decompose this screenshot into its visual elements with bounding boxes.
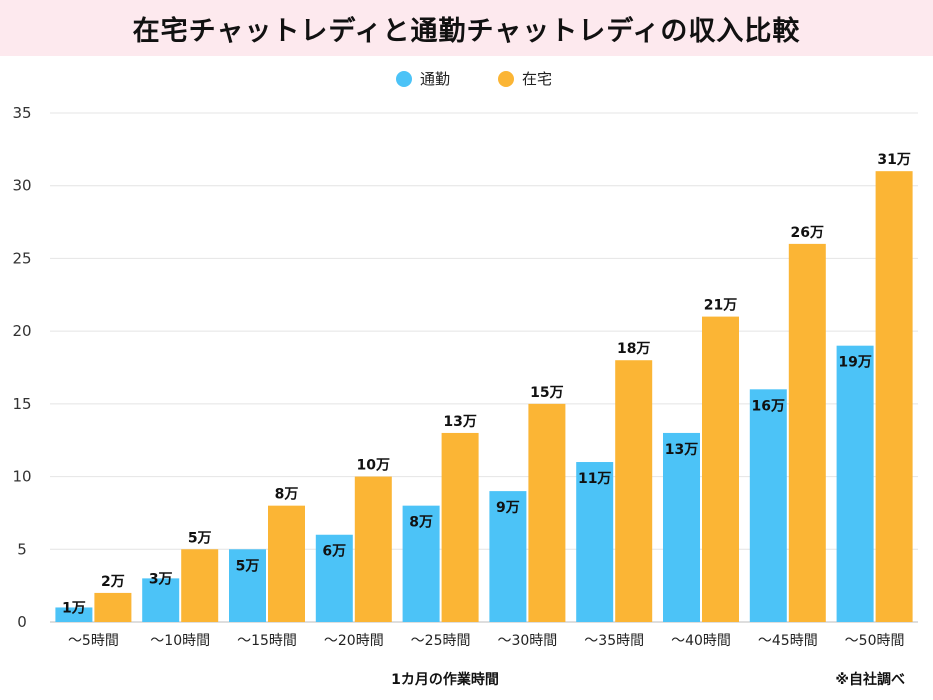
x-axis-title: 1カ月の作業時間: [391, 671, 499, 688]
x-tick-label: ～10時間: [150, 633, 210, 649]
y-tick-label: 10: [12, 468, 31, 486]
bar-home: [441, 432, 479, 622]
data-labels: 1万 2万 3万 5万 5万 8万 6万 10万 8万 13万 9万 15万 11万 18万 13万 21万 1…: [62, 152, 911, 616]
y-tick-label: 20: [12, 322, 31, 340]
bar-commute: [229, 549, 266, 622]
bar-commute: [836, 345, 874, 622]
y-axis: 0 5 10 15 20 25 30 35: [12, 104, 31, 631]
legend-swatch-commute: [396, 71, 412, 87]
bar-commute: [749, 389, 787, 622]
data-label-commute: 13万: [665, 442, 698, 458]
bar-commute: [315, 534, 353, 622]
data-label-commute: 5万: [236, 558, 260, 574]
data-label-commute: 6万: [322, 544, 346, 560]
title-banner: 在宅チャットレディと通勤チャットレディの収入比較: [0, 0, 933, 56]
legend-swatch-home: [498, 71, 514, 87]
x-tick-label: ～50時間: [845, 633, 905, 649]
x-tick-label: ～35時間: [584, 633, 644, 649]
data-label-home: 21万: [704, 298, 737, 314]
data-label-commute: 19万: [838, 355, 871, 371]
data-label-home: 2万: [101, 574, 125, 590]
source-note: ※自社調べ: [835, 671, 905, 688]
bar-home: [788, 243, 826, 622]
bar-home: [94, 592, 132, 622]
data-label-home: 13万: [443, 414, 476, 430]
data-label-home: 18万: [617, 341, 650, 357]
y-tick-label: 5: [17, 540, 27, 558]
bar-commute: [55, 607, 93, 622]
data-label-commute: 16万: [752, 398, 785, 414]
legend: 通勤 在宅: [396, 70, 552, 88]
data-label-home: 5万: [188, 530, 212, 546]
bar-home: [354, 476, 392, 622]
bar-commute: [489, 491, 527, 622]
legend-label-commute: 通勤: [420, 70, 450, 88]
data-label-commute: 3万: [149, 571, 173, 587]
x-tick-label: ～20時間: [324, 633, 384, 649]
y-tick-label: 35: [12, 104, 31, 122]
data-label-commute: 8万: [409, 515, 433, 531]
bars: [55, 171, 913, 622]
data-label-commute: 9万: [496, 500, 520, 516]
y-tick-label: 15: [12, 395, 31, 413]
x-axis: ～5時間 ～10時間 ～15時間 ～20時間 ～25時間 ～30時間 ～35時間 ～40時間 ～…: [68, 633, 905, 649]
bar-commute: [142, 578, 180, 622]
y-tick-label: 0: [17, 613, 27, 631]
x-tick-label: ～40時間: [671, 633, 731, 649]
data-label-home: 8万: [275, 487, 299, 503]
bar-home: [268, 505, 305, 622]
x-tick-label: ～15時間: [237, 633, 297, 649]
x-tick-label: ～30時間: [497, 633, 557, 649]
bar-home: [615, 360, 653, 622]
data-label-home: 15万: [530, 385, 563, 401]
x-tick-label: ～5時間: [68, 633, 119, 649]
bar-commute: [663, 432, 700, 622]
bar-home: [528, 403, 566, 622]
bar-commute: [402, 505, 440, 622]
bar-home: [181, 549, 219, 622]
bar-home: [875, 171, 913, 622]
x-tick-label: ～45時間: [758, 633, 818, 649]
bar-commute: [576, 462, 614, 622]
y-tick-label: 25: [12, 249, 31, 267]
data-label-home: 26万: [791, 225, 824, 241]
data-label-home: 31万: [877, 152, 910, 168]
chart-title: 在宅チャットレディと通勤チャットレディの収入比較: [132, 15, 801, 47]
bar-home: [702, 316, 739, 622]
x-tick-label: ～25時間: [411, 633, 471, 649]
y-tick-label: 30: [12, 177, 31, 195]
grid-lines: [50, 112, 918, 623]
legend-label-home: 在宅: [522, 70, 552, 88]
data-label-commute: 11万: [578, 471, 611, 487]
data-label-home: 10万: [357, 458, 390, 474]
data-label-commute: 1万: [62, 600, 86, 616]
